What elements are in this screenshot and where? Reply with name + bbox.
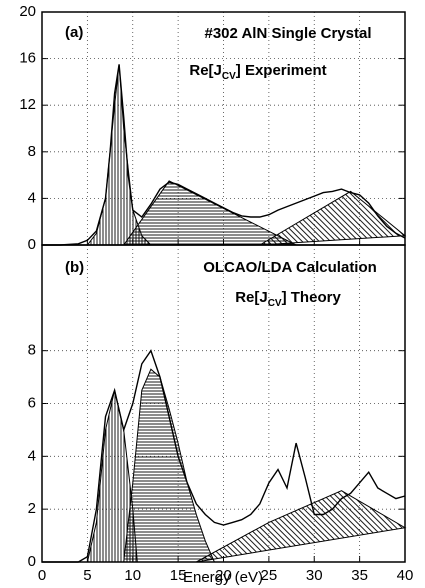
y-tick-label: 6 (28, 394, 36, 411)
x-tick-label: 30 (306, 567, 323, 584)
annotation-tail: ] Experiment (236, 62, 327, 79)
annotation-tail: ] Theory (282, 289, 342, 306)
y-tick-label: 4 (28, 189, 36, 206)
annotation: Re[JCV] Experiment (189, 62, 326, 82)
component-area (196, 490, 407, 563)
component-area (259, 190, 407, 246)
annotation-sub: CV (268, 298, 282, 309)
plot-frame (41, 244, 406, 563)
annotation: OLCAO/LDA Calculation (203, 259, 377, 276)
annotation: Re[JCV] Theory (235, 289, 341, 309)
annotation-sub: CV (222, 71, 236, 82)
annotation-text: Re[J (189, 62, 222, 79)
x-tick-label: 15 (170, 567, 187, 584)
y-tick-label: 0 (28, 553, 36, 570)
y-tick-label: 8 (28, 143, 36, 160)
panel-label: (a) (65, 24, 83, 41)
component-area (122, 180, 297, 246)
annotation: #302 AlN Single Crystal (204, 25, 371, 42)
y-tick-label: 12 (19, 96, 36, 113)
y-tick-label: 20 (19, 3, 36, 20)
spectrum-line (42, 349, 406, 563)
y-tick-label: 16 (19, 50, 36, 67)
x-tick-label: 5 (83, 567, 91, 584)
y-tick-label: 0 (28, 236, 36, 253)
annotation-text: Re[J (235, 289, 268, 306)
x-tick-label: 0 (38, 567, 46, 584)
x-tick-label: 40 (397, 567, 414, 584)
x-tick-label: 25 (261, 567, 278, 584)
x-axis-label: Energy (eV) (183, 569, 263, 586)
y-tick-label: 8 (28, 342, 36, 359)
component-area (86, 64, 153, 246)
x-tick-label: 35 (351, 567, 368, 584)
spectrum-line (42, 64, 406, 246)
y-tick-label: 4 (28, 447, 36, 464)
panel-label: (b) (65, 259, 84, 276)
x-tick-label: 10 (124, 567, 141, 584)
x-tick-label: 20 (215, 567, 232, 584)
component-area (123, 368, 216, 563)
y-tick-label: 2 (28, 500, 36, 517)
